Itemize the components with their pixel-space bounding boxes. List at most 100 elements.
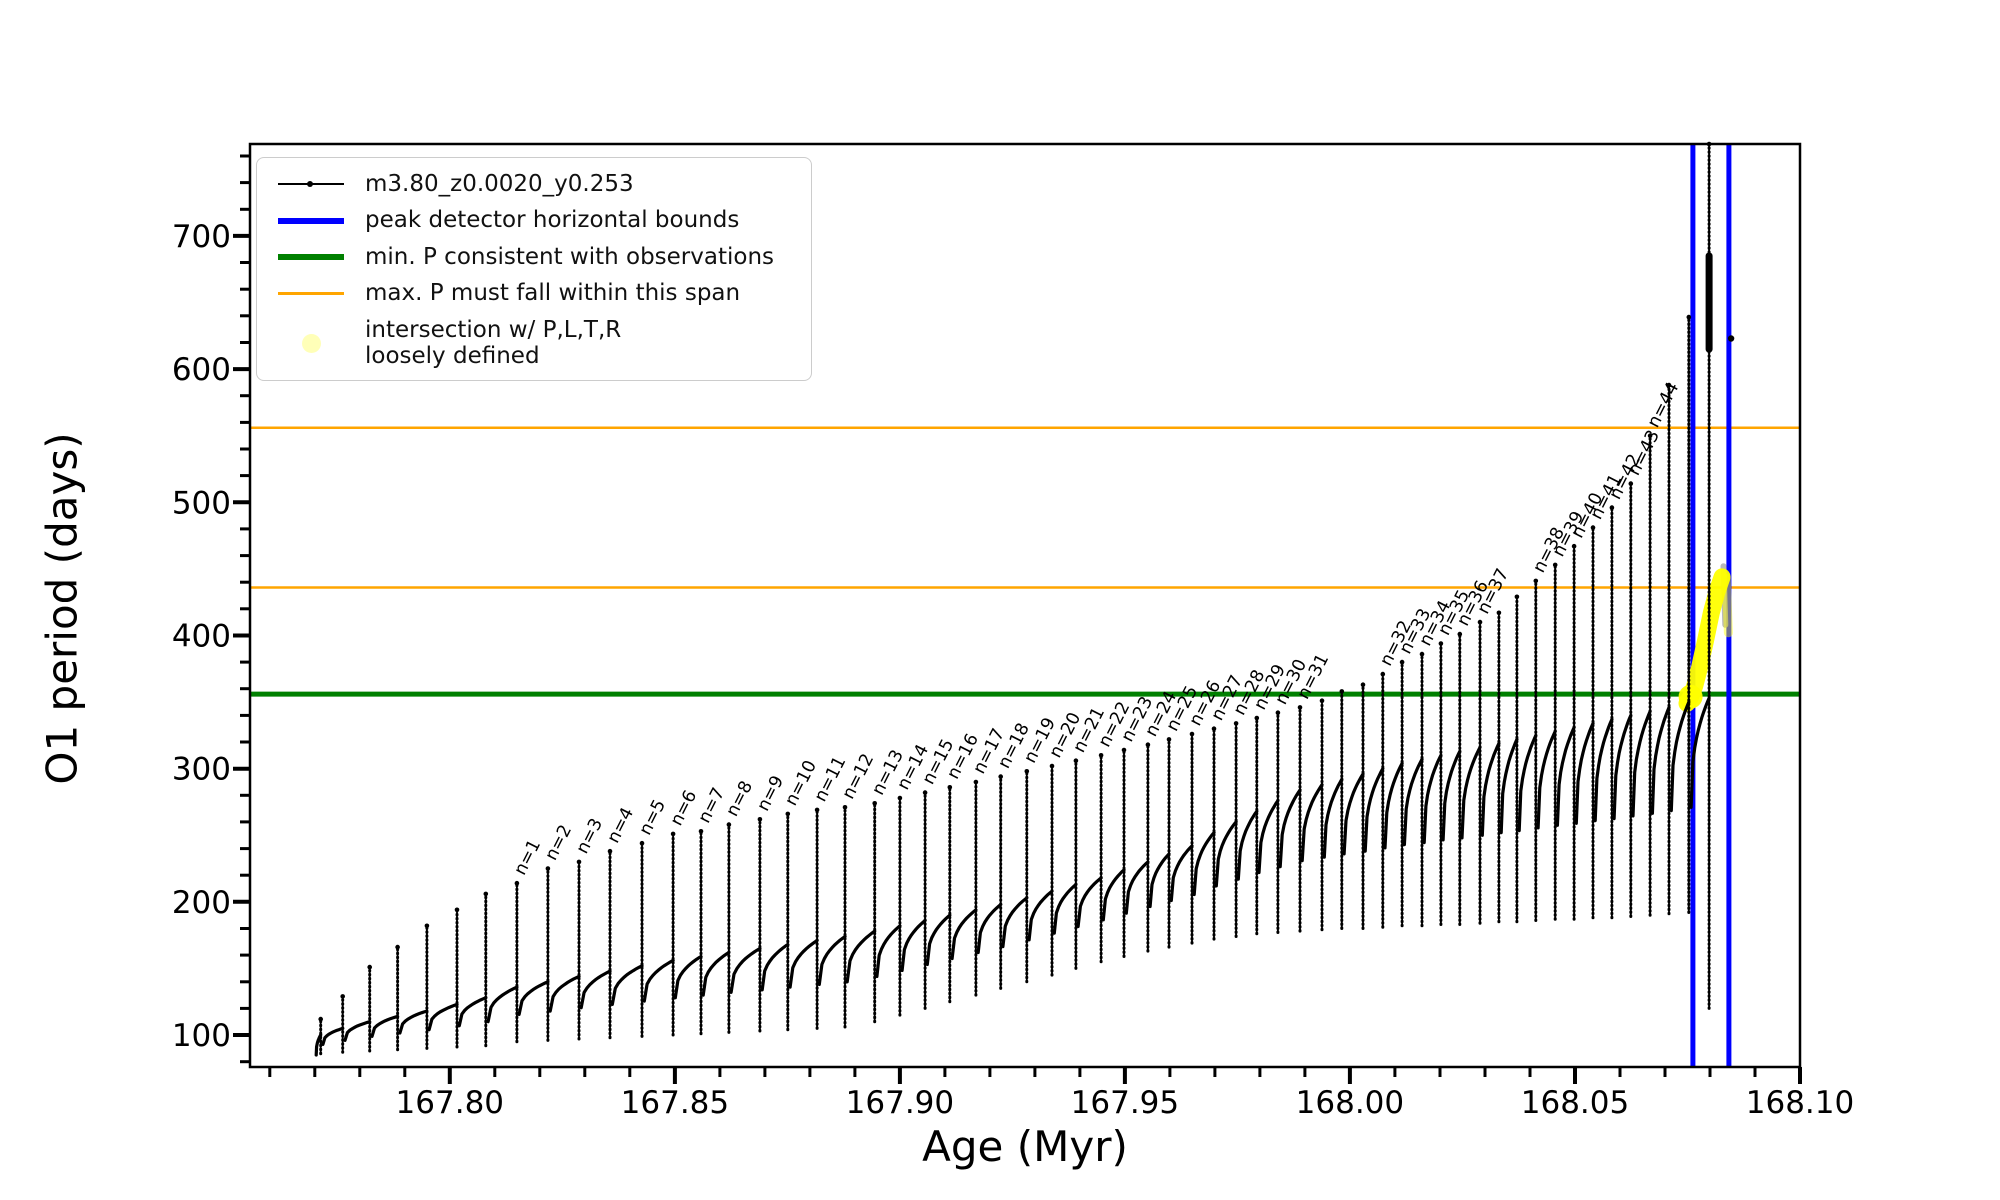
intersection-marker: [1678, 568, 1731, 712]
blue-line-icon: [267, 217, 355, 224]
legend-label: m3.80_z0.0020_y0.253: [365, 171, 634, 197]
y-tick-label: 400: [172, 619, 231, 655]
data-point: [454, 907, 460, 913]
data-point: [1275, 710, 1281, 715]
series-track: [729, 946, 762, 994]
series-track: [457, 996, 488, 1028]
data-point: [340, 994, 346, 999]
y-tick-label: 600: [172, 352, 231, 388]
data-point: [1024, 769, 1030, 774]
data-point: [483, 891, 489, 897]
data-point: [670, 831, 676, 837]
pulse-number-label: n=3: [573, 815, 608, 857]
series-track: [1555, 725, 1576, 827]
series-track: [1148, 852, 1171, 909]
x-tick-label: 167.95: [1071, 1085, 1179, 1121]
series-track: [1631, 709, 1652, 818]
series-track: [1300, 783, 1324, 863]
data-point: [1073, 758, 1079, 763]
series-track: [1076, 876, 1103, 929]
legend-label: max. P must fall within this span: [365, 280, 741, 307]
data-point: [814, 807, 820, 813]
data-point: [318, 1016, 324, 1022]
data-point: [1496, 610, 1502, 616]
legend-label: intersection w/ P,L,T,R loosely defined: [365, 316, 622, 370]
pulse-number-label: n=4: [604, 805, 639, 847]
y-tick-label: 100: [172, 1018, 231, 1054]
series-track: [427, 1002, 459, 1032]
series-track: [950, 908, 978, 961]
data-point: [897, 795, 903, 801]
intersection-marker: [1721, 573, 1733, 638]
legend-item-intersection: intersection w/ P,L,T,R loosely defined: [267, 317, 799, 370]
series-track: [1517, 733, 1538, 833]
series-track: [1236, 809, 1259, 881]
data-point: [1297, 705, 1303, 710]
pulse-number-label: n=12: [839, 751, 879, 803]
series-track: [673, 954, 703, 1000]
y-tick-label: 700: [172, 219, 231, 255]
y-axis-label: O1 period (days): [37, 432, 87, 785]
pulse-number-label: n=2: [542, 822, 577, 864]
data-point: [1419, 651, 1425, 657]
data-point: [1552, 562, 1558, 568]
series-track: [1257, 799, 1280, 875]
yellow-dot-icon: [267, 333, 355, 353]
data-point: [1189, 731, 1195, 737]
data-point: [1628, 481, 1634, 486]
x-tick-label: 167.85: [621, 1085, 729, 1121]
series-track: [1460, 745, 1482, 840]
data-point: [1590, 525, 1596, 530]
data-point: [1098, 753, 1104, 758]
pulse-number-label: n=44: [1644, 379, 1684, 431]
legend: m3.80_z0.0020_y0.253 peak detector horiz…: [256, 157, 812, 381]
x-tick-label: 167.80: [396, 1085, 504, 1121]
data-point: [395, 944, 400, 950]
data-point: [698, 829, 704, 834]
series-line-icon: [267, 181, 355, 188]
data-point: [1609, 505, 1615, 510]
data-point: [998, 774, 1003, 779]
series-track: [1124, 860, 1150, 915]
series-track: [548, 974, 581, 1013]
series-track: [760, 942, 790, 992]
legend-item-series: m3.80_z0.0020_y0.253: [267, 171, 799, 197]
series-track: [1342, 772, 1365, 856]
series-track: [1027, 889, 1054, 942]
series-track: [1422, 753, 1443, 845]
series-track: [610, 964, 644, 1006]
legend-item-peak-bounds: peak detector horizontal bounds: [267, 207, 799, 233]
series-track: [875, 924, 902, 978]
series-track: [976, 902, 1003, 955]
series-track: [817, 934, 847, 986]
series-track: [1001, 896, 1029, 949]
series-track: [1441, 749, 1462, 842]
series-track: [486, 985, 519, 1024]
series-track: [1192, 831, 1216, 897]
data-point: [1686, 314, 1692, 320]
x-tick-label: 167.90: [846, 1085, 954, 1121]
data-point: [545, 866, 551, 871]
series-track: [845, 929, 877, 984]
series-track: [370, 1014, 400, 1038]
pulse-number-label: n=9: [754, 773, 789, 815]
data-point: [1666, 382, 1672, 388]
data-point: [1145, 742, 1151, 747]
series-track: [1574, 721, 1595, 825]
x-tick-label: 168.10: [1746, 1085, 1854, 1121]
series-track: [1536, 729, 1557, 830]
data-point: [947, 785, 953, 790]
data-point: [1571, 543, 1577, 549]
series-track: [398, 1009, 429, 1035]
pulse-number-label: n=6: [667, 787, 702, 829]
data-point: [1049, 763, 1055, 769]
data-point: [1211, 726, 1217, 731]
data-point: [1477, 619, 1483, 625]
data-point: [757, 817, 763, 822]
pulse-number-label: n=1: [511, 837, 546, 879]
pulse-number-label: n=8: [723, 778, 758, 820]
legend-label: peak detector horizontal bounds: [365, 207, 740, 234]
data-point: [1254, 715, 1260, 721]
series-track: [1214, 820, 1238, 888]
